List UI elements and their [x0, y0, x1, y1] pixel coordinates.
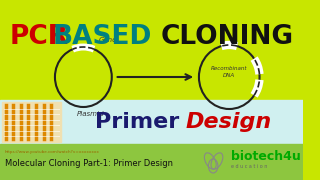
Text: BASED: BASED — [53, 24, 152, 50]
Bar — [0, 0, 303, 125]
Text: Molecular Cloning Part-1: Primer Design: Molecular Cloning Part-1: Primer Design — [5, 159, 173, 168]
Text: PCR: PCR — [10, 24, 68, 50]
Text: e d u c a t i o n: e d u c a t i o n — [231, 165, 268, 170]
Bar — [0, 144, 303, 180]
Text: Design: Design — [186, 112, 272, 132]
Bar — [0, 100, 303, 144]
Text: Plasmid: Plasmid — [77, 111, 105, 117]
Text: Recombinant
DNA: Recombinant DNA — [211, 66, 247, 78]
Text: Gene: Gene — [99, 37, 117, 43]
Text: biotech4u: biotech4u — [231, 150, 301, 163]
Text: CLONING: CLONING — [161, 24, 294, 50]
Text: Primer: Primer — [95, 112, 179, 132]
Text: https://www.youtube.com/watch?v=xxxxxxxx: https://www.youtube.com/watch?v=xxxxxxxx — [5, 150, 100, 154]
Bar — [2, 102, 60, 142]
